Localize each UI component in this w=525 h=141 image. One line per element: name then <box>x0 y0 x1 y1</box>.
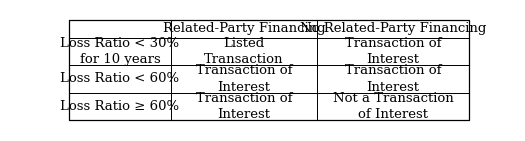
Bar <box>69 65 171 93</box>
Bar <box>69 20 171 38</box>
Bar <box>69 93 171 120</box>
Bar <box>317 20 469 38</box>
Bar <box>171 20 317 38</box>
Text: Not a Transaction
of Interest: Not a Transaction of Interest <box>333 92 454 121</box>
Text: Loss Ratio < 30%
for 10 years: Loss Ratio < 30% for 10 years <box>60 37 180 66</box>
Text: Transaction of
Interest: Transaction of Interest <box>345 37 442 66</box>
Text: Loss Ratio ≥ 60%: Loss Ratio ≥ 60% <box>60 100 180 113</box>
Text: Transaction of
Interest: Transaction of Interest <box>345 64 442 94</box>
Text: No Related-Party Financing: No Related-Party Financing <box>300 22 486 35</box>
Text: Transaction of
Interest: Transaction of Interest <box>196 92 292 121</box>
Bar <box>69 38 171 65</box>
Text: Transaction of
Interest: Transaction of Interest <box>196 64 292 94</box>
Bar <box>171 38 317 65</box>
Text: Listed
Transaction: Listed Transaction <box>204 37 284 66</box>
Bar <box>317 38 469 65</box>
Text: Loss Ratio < 60%: Loss Ratio < 60% <box>60 72 180 85</box>
Bar <box>317 65 469 93</box>
Bar <box>171 65 317 93</box>
Bar <box>317 93 469 120</box>
Bar <box>171 93 317 120</box>
Text: Related-Party Financing: Related-Party Financing <box>163 22 326 35</box>
